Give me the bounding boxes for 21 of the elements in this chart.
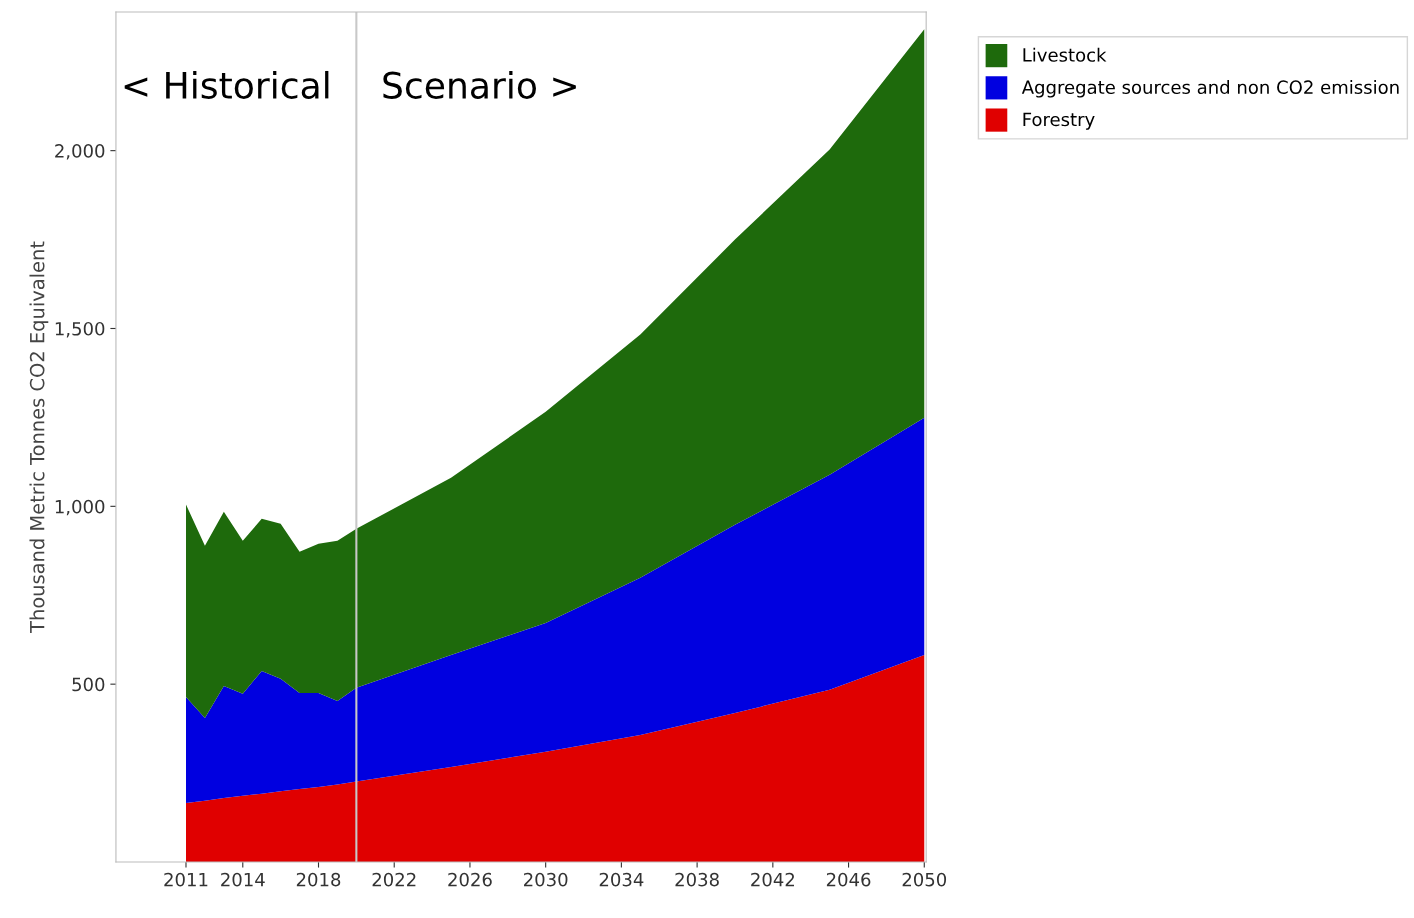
- y-tick-label: 1,000: [55, 499, 105, 516]
- legend-label: Forestry: [1023, 112, 1095, 130]
- x-tick-label: 2022: [372, 872, 416, 887]
- y-tick-label: 1,500: [55, 321, 105, 338]
- x-tick-label: 2034: [599, 872, 644, 887]
- x-tick-label: 2050: [902, 872, 947, 887]
- annotation: < Historical: [124, 70, 329, 99]
- legend-label: Aggregate sources and non CO2 emission: [1021, 80, 1399, 98]
- y-tick-label: 2,000: [55, 144, 105, 160]
- y-axis-title: Thousand Metric Tonnes CO2 Equivalent: [29, 241, 49, 633]
- x-tick-label: 2018: [296, 872, 341, 887]
- x-tick-label: 2042: [751, 872, 794, 887]
- annotation: Scenario >: [383, 70, 576, 99]
- legend-label: Livestock: [1023, 47, 1107, 62]
- y-tick-label: 500: [72, 677, 105, 692]
- x-tick-label: 2026: [448, 872, 492, 887]
- x-tick-label: 2038: [675, 872, 719, 887]
- x-tick-label: 2011: [164, 872, 208, 887]
- x-tick-label: 2014: [221, 872, 265, 887]
- x-tick-label: 2030: [524, 872, 568, 887]
- x-tick-label: 2046: [826, 872, 871, 887]
